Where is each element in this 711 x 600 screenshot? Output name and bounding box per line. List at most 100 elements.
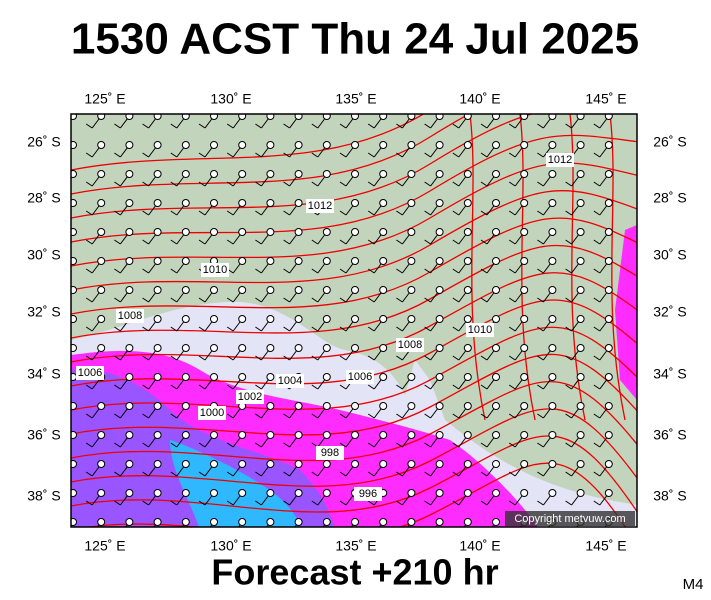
barb-station [576,431,585,439]
barb-station [322,460,331,468]
barb-feather [85,326,93,332]
barb-station [71,518,77,526]
barb-feather [255,442,262,448]
barb-feather [284,530,290,534]
barb-station [238,114,247,120]
barb-station [322,344,331,352]
barb-feather [537,442,544,448]
barb-station [576,373,585,381]
lat-label: 30˚ S [653,247,686,263]
barb-station [520,373,529,381]
barb-feather [226,297,234,303]
barb-station [181,286,190,294]
barb-feather [283,442,290,448]
isobar-label-bg [466,323,494,337]
barb-station [125,373,134,381]
barb-feather [283,123,290,129]
barb-feather [58,356,64,360]
barb-station [153,114,162,120]
barb-feather [170,152,178,158]
barb-station [379,257,388,265]
barb-feather [114,152,121,158]
wind-barbs [58,114,613,534]
barb-station [181,114,190,120]
lat-label: 34˚ S [653,366,686,382]
barb-feather [565,210,572,216]
barb-feather [508,123,516,129]
barb-station [576,286,585,294]
barb-feather [58,240,64,244]
barb-station [97,114,106,120]
barb-feather [452,297,460,303]
barb-station [379,228,388,236]
isobar-label-bg [546,153,574,167]
barb-station [125,199,134,207]
barb-feather [311,471,319,477]
barb-station [71,141,77,149]
barb-station [125,518,134,526]
barb-feather [593,297,601,303]
barb-feather [367,355,375,361]
barb-station [266,460,275,468]
barb-station [322,170,331,178]
barb-feather [424,297,431,303]
barb-feather [142,413,149,419]
barb-station [294,518,303,526]
barb-station [576,402,585,410]
barb-feather [452,239,460,245]
barb-station [520,460,529,468]
barb-feather [170,500,178,506]
barb-station [266,228,275,236]
barb-feather [339,123,347,129]
barb-station [576,141,585,149]
barb-feather [255,500,262,506]
barb-station [294,286,303,294]
barb-feather [226,210,234,216]
barb-station [266,257,275,265]
barb-station [435,344,444,352]
barb-feather [283,268,290,274]
barb-station [97,286,106,294]
barb-station [210,518,218,526]
barb-feather [339,384,347,390]
barb-feather [198,152,206,158]
barb-station [520,489,529,497]
barb-station [322,114,331,120]
barb-station [153,460,162,468]
barb-station [351,114,359,120]
barb-station [463,257,472,265]
barb-feather [367,413,375,419]
barb-station [379,170,388,178]
barb-station [153,170,162,178]
barb-feather [255,210,262,216]
barb-feather [480,181,488,187]
barb-feather [537,123,544,129]
barb-station [435,402,444,410]
barb-station [520,315,529,323]
lon-label: 130˚ E [210,91,251,107]
barb-feather [396,297,403,303]
barb-feather [537,413,544,419]
barb-feather [537,210,544,216]
barb-station [181,373,190,381]
barb-feather [114,413,121,419]
barb-feather [255,123,262,129]
barb-feather [367,210,375,216]
barb-feather [311,413,319,419]
lat-label: 32˚ S [27,304,60,320]
barb-feather [255,181,262,187]
barb-feather [58,472,64,476]
barb-feather [396,326,403,332]
barb-station [407,257,416,265]
barb-station [322,228,331,236]
barb-feather [170,181,178,187]
barb-feather [114,471,121,477]
precip-heavier [71,369,335,527]
barb-feather [58,124,64,128]
barb-feather [480,152,488,158]
barb-feather [508,268,516,274]
barb-feather [86,530,92,534]
barb-feather [339,413,347,419]
forecast-label: Forecast +210 hr [211,552,498,593]
